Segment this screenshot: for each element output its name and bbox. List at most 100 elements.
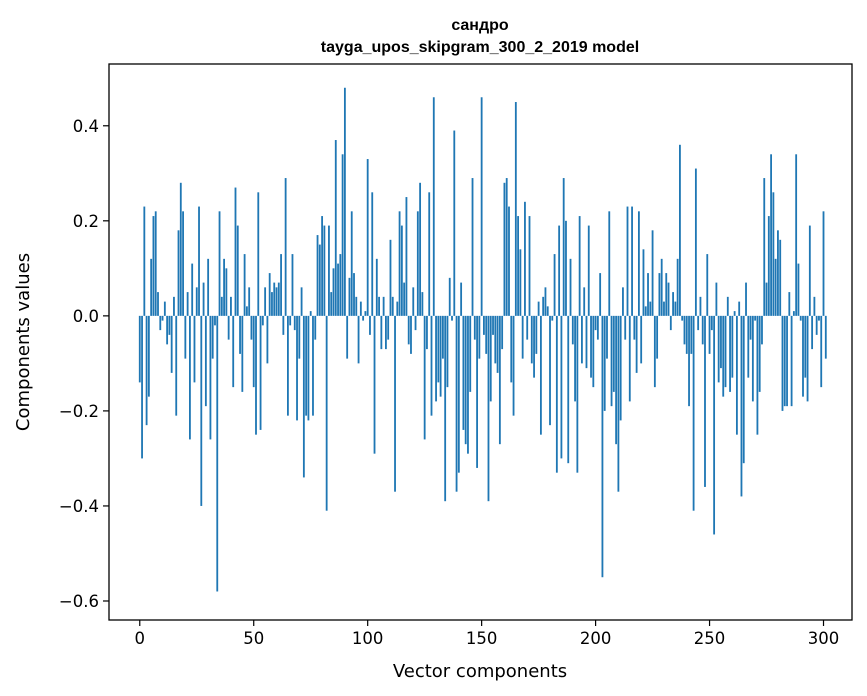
bar [152,216,155,316]
bar [193,315,196,383]
bar [581,315,583,364]
bar [346,315,349,359]
bar [298,315,301,359]
bar [287,315,289,416]
bar [583,287,586,316]
bar [291,254,294,316]
bar [480,97,483,316]
bar [681,315,684,321]
bar [173,296,175,316]
bar [642,249,645,316]
bar [432,97,435,316]
bar [168,315,171,335]
bar [325,315,328,511]
bar [232,315,235,388]
bar [414,315,417,331]
bars-group [138,87,827,592]
bar [596,315,599,340]
bar [683,315,686,345]
bar [223,258,225,316]
bar [476,315,478,468]
bar [218,211,221,316]
bar [211,315,214,359]
bar [701,315,704,345]
bar [649,301,652,316]
bar [815,315,818,335]
bar [508,206,510,316]
bar [284,178,287,316]
bar [505,178,508,316]
bar [594,315,597,331]
bar [448,277,451,316]
bar [542,296,545,316]
bar [745,282,747,316]
bar [366,159,369,316]
bar [355,296,358,316]
x-tick-label: 250 [694,629,726,648]
bar [530,315,533,364]
bar [387,315,390,340]
bar [423,315,426,440]
bar [369,315,371,335]
bar [656,315,659,359]
bar [535,315,538,354]
bar [735,315,738,435]
bar [435,315,437,402]
bar [628,315,631,402]
bar [786,315,788,407]
bar [150,258,153,316]
bar [391,296,394,316]
bar [781,315,784,411]
bar [672,292,674,316]
bar [562,178,565,316]
bar [501,315,504,350]
bar [533,315,535,378]
x-tick-label: 100 [352,629,384,648]
bar [289,315,292,326]
bar [314,315,317,340]
bar [574,315,576,402]
bar [722,315,725,397]
bar [407,315,410,345]
bar [241,315,244,392]
bar [362,315,365,321]
bar [710,315,713,331]
bar [252,315,255,388]
bar [804,315,807,378]
bar [248,287,251,316]
bar [191,263,194,316]
bar [323,225,326,316]
bar [619,315,622,421]
bar [460,282,463,316]
bar [277,282,280,316]
bar [612,315,615,392]
bar [528,216,531,316]
bar [517,216,520,316]
bar [667,282,670,316]
bar [626,206,629,316]
bar [259,315,262,430]
bar [350,211,353,316]
bar [813,296,816,316]
bar [599,273,602,316]
bar [487,315,490,502]
bar [396,301,399,316]
bar [503,182,506,316]
bar [296,315,298,421]
bar [546,306,549,316]
bar [307,315,310,421]
bar [200,315,203,506]
bar [467,315,469,454]
bar [571,315,574,345]
bar [202,282,205,316]
bar [403,282,406,316]
x-tick-label: 300 [808,629,840,648]
bar [444,315,447,502]
bar [792,311,795,316]
y-tick-label: 0.2 [73,212,99,231]
bar [824,315,827,359]
bar [615,315,618,445]
bar [177,230,180,316]
bar [685,315,688,354]
bar [565,220,567,316]
